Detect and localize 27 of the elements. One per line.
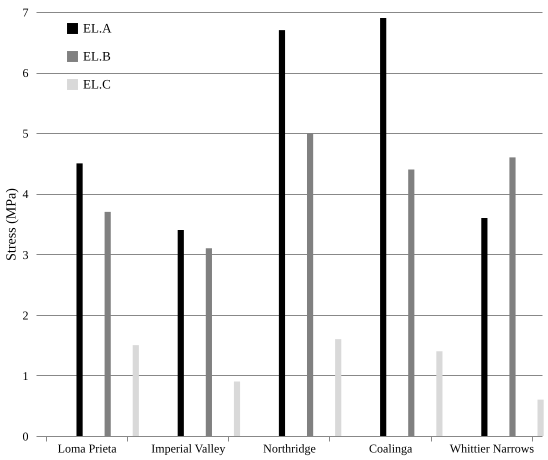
y-tick-label: 3	[22, 248, 28, 262]
y-tick-label: 7	[22, 6, 28, 20]
x-tick-label: Imperial Valley	[151, 442, 226, 456]
bar	[335, 339, 342, 436]
bar	[76, 163, 83, 436]
y-tick-label: 1	[22, 368, 28, 383]
y-tick-label: 2	[22, 308, 28, 322]
legend-label: EL.A	[83, 20, 112, 36]
legend-label: EL.C	[83, 76, 111, 92]
y-axis-title: Stress (MPa)	[4, 188, 20, 261]
x-tick-label: Northridge	[263, 442, 316, 456]
x-tick-label: Loma Prieta	[58, 442, 118, 456]
y-tick-label: 0	[22, 430, 28, 444]
y-tick-label: 4	[22, 187, 28, 202]
bar	[178, 230, 184, 436]
bar	[538, 400, 544, 436]
bar	[436, 351, 442, 436]
bar	[132, 345, 139, 436]
y-tick-label: 6	[22, 66, 28, 80]
bar	[481, 218, 488, 436]
y-tick-label: 5	[22, 126, 28, 141]
bar	[278, 30, 286, 436]
legend-label: EL.B	[83, 48, 112, 64]
x-tick-label: Whittier Narrows	[450, 442, 534, 456]
x-tick-label: Coalinga	[369, 442, 414, 456]
bar	[234, 381, 240, 436]
bar	[380, 18, 386, 436]
